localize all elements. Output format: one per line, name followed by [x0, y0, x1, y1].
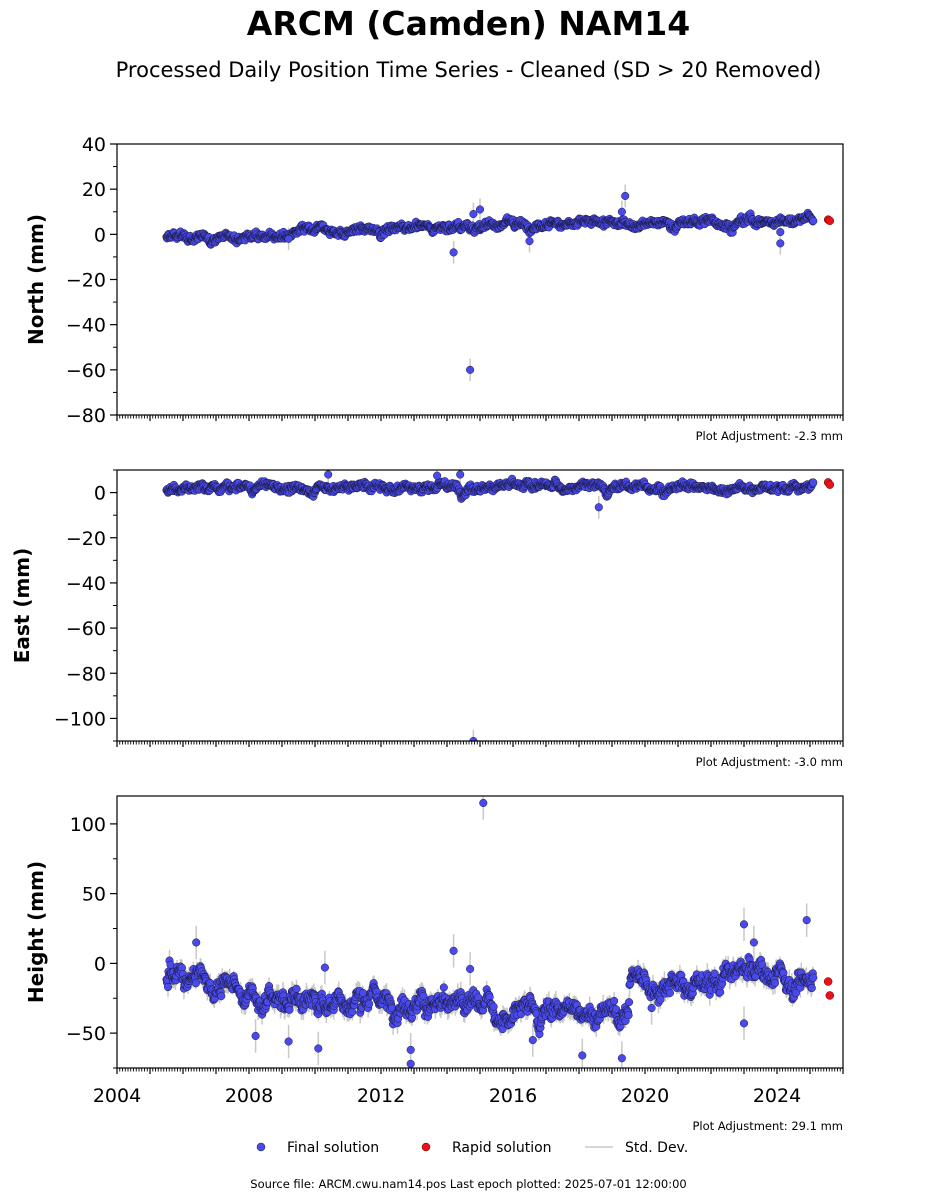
final-point	[617, 207, 626, 216]
y-tick-label: 0	[94, 224, 106, 246]
north-y-label: North (mm)	[24, 214, 48, 345]
east-std-dev-bars	[165, 470, 815, 741]
y-tick-label: 40	[82, 134, 106, 156]
final-point	[809, 216, 818, 226]
chart-subtitle: Processed Daily Position Time Series - C…	[115, 58, 822, 82]
east-series	[162, 470, 835, 741]
north-y-axis: −80 −60 −40 −20 0 20 40	[66, 134, 117, 427]
north-std-dev-bars	[165, 184, 815, 382]
y-tick-label: −60	[66, 360, 106, 382]
y-tick-label: −20	[66, 270, 106, 292]
north-plot-adjustment: Plot Adjustment: -2.3 mm	[696, 429, 843, 443]
final-point	[469, 209, 478, 219]
north-x-axis	[116, 415, 844, 421]
north-series	[162, 184, 835, 382]
north-final-points	[162, 191, 818, 374]
final-point	[475, 205, 485, 214]
chart-title: ARCM (Camden) NAM14	[246, 4, 691, 43]
final-point	[449, 248, 458, 257]
final-point	[525, 237, 534, 246]
final-point	[284, 234, 293, 243]
y-tick-label: 20	[82, 179, 106, 201]
final-point	[776, 228, 785, 237]
y-tick-label: −80	[66, 405, 106, 427]
north-axes-frame	[116, 143, 844, 416]
final-point	[466, 365, 475, 374]
east-final-points	[162, 470, 818, 741]
y-tick-label: −40	[66, 315, 106, 337]
rapid-point	[825, 216, 835, 226]
final-point	[621, 191, 630, 200]
final-point	[776, 239, 785, 248]
panel-north: −80 −60 −40 −20 0 20 40 North (mm) Plot Adjustme…	[24, 134, 844, 443]
north-rapid-points	[823, 215, 835, 226]
